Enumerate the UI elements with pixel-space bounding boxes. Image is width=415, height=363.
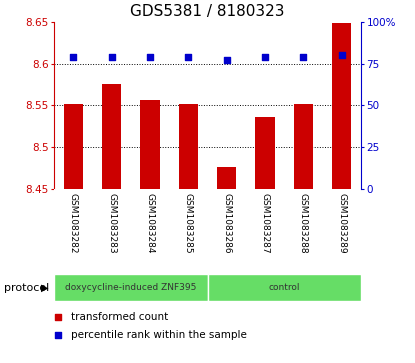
Text: GSM1083284: GSM1083284 — [145, 193, 154, 253]
Bar — [63, 103, 83, 189]
Text: GSM1083285: GSM1083285 — [184, 193, 193, 254]
Point — [300, 54, 307, 60]
Point — [55, 314, 61, 320]
Bar — [208, 274, 361, 301]
Text: transformed count: transformed count — [71, 312, 168, 322]
Bar — [256, 117, 275, 189]
Point — [185, 54, 192, 60]
Bar — [140, 100, 159, 189]
Text: doxycycline-induced ZNF395: doxycycline-induced ZNF395 — [65, 283, 196, 292]
Point — [339, 52, 345, 58]
Bar — [54, 274, 208, 301]
Bar — [179, 103, 198, 189]
Title: GDS5381 / 8180323: GDS5381 / 8180323 — [130, 4, 285, 19]
Text: protocol: protocol — [4, 283, 49, 293]
Text: ▶: ▶ — [41, 283, 48, 293]
Text: GSM1083288: GSM1083288 — [299, 193, 308, 254]
Bar — [294, 103, 313, 189]
Point — [146, 54, 153, 60]
Text: GSM1083289: GSM1083289 — [337, 193, 347, 254]
Bar — [102, 83, 121, 189]
Text: GSM1083282: GSM1083282 — [68, 193, 78, 253]
Bar — [332, 24, 352, 189]
Text: percentile rank within the sample: percentile rank within the sample — [71, 330, 247, 340]
Text: GSM1083283: GSM1083283 — [107, 193, 116, 254]
Point — [223, 57, 230, 63]
Text: control: control — [269, 283, 300, 292]
Text: GSM1083287: GSM1083287 — [261, 193, 270, 254]
Bar — [217, 167, 236, 189]
Point — [108, 54, 115, 60]
Point — [55, 332, 61, 338]
Text: GSM1083286: GSM1083286 — [222, 193, 231, 254]
Point — [262, 54, 269, 60]
Point — [70, 54, 76, 60]
